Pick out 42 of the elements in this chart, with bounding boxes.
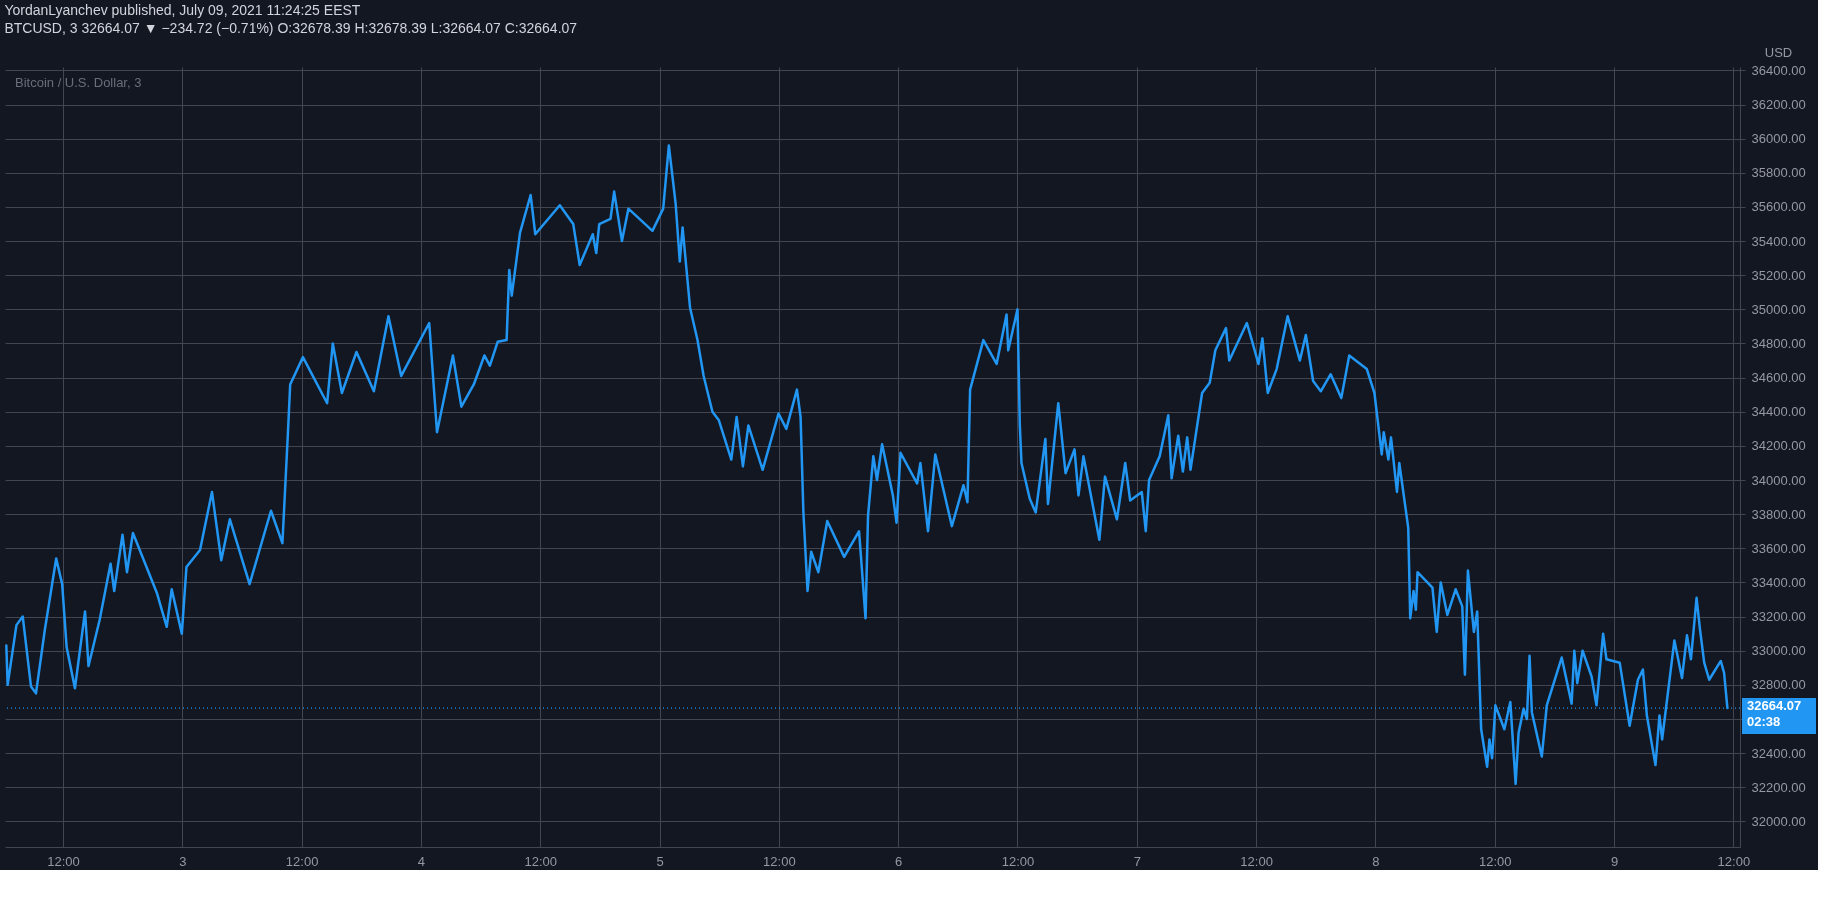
x-tick-label: 12:00 <box>1240 853 1273 869</box>
x-tick-label: 12:00 <box>524 853 558 869</box>
y-tick-label: 32200.00 <box>1751 779 1806 795</box>
x-tick-label: 12:00 <box>1717 853 1751 869</box>
y-tick-label: 34000.00 <box>1751 472 1806 488</box>
x-tick-label: 3 <box>179 853 187 869</box>
y-tick-label: 32000.00 <box>1751 813 1806 829</box>
x-tick-label: 12:00 <box>285 853 319 869</box>
y-tick-label: 35800.00 <box>1751 165 1806 181</box>
y-tick-label: 36000.00 <box>1751 131 1806 147</box>
x-tick-label: 12:00 <box>47 853 80 869</box>
x-tick-label: 12:00 <box>1478 853 1512 869</box>
y-tick-label: 32400.00 <box>1751 745 1806 761</box>
x-tick-label: 8 <box>1372 853 1380 869</box>
annotation: Bitcoin / U.S. Dollar, 3 <box>15 75 142 90</box>
y-tick-label: 36400.00 <box>1751 62 1806 78</box>
y-tick-label: 34600.00 <box>1751 370 1806 386</box>
y-tick-label: 32800.00 <box>1751 677 1806 693</box>
y-tick-label: 35200.00 <box>1751 267 1806 283</box>
y-tick-label: 33800.00 <box>1751 506 1806 522</box>
y-axis-title: USD <box>1764 44 1793 60</box>
y-tick-label: 35400.00 <box>1751 233 1806 249</box>
x-tick-label: 12:00 <box>1001 853 1035 869</box>
x-tick-label: 5 <box>656 853 664 869</box>
y-tick-label: 34800.00 <box>1751 336 1806 351</box>
y-tick-label: 35000.00 <box>1751 301 1806 317</box>
y-tick-label: 33200.00 <box>1751 609 1806 625</box>
x-tick-label: 4 <box>417 853 426 869</box>
x-tick-label: 12:00 <box>763 853 796 869</box>
x-tick-label: 7 <box>1133 853 1141 869</box>
chart-title: YordanLyanchev published, July 09, 2021 11:24:25 EEST <box>4 2 361 18</box>
y-tick-label: 33600.00 <box>1751 540 1806 556</box>
y-tick-label: 36200.00 <box>1751 97 1806 113</box>
x-tick-label: 6 <box>895 853 903 869</box>
y-tick-label: 34200.00 <box>1751 438 1806 454</box>
y-tick-label: 33000.00 <box>1751 643 1806 659</box>
chart-subtitle: BTCUSD, 3 32664.07 ▼ −234.72 (−0.71%) O:32678.39 H:32678.39 L:32664.07 C:32664.07 <box>4 20 578 36</box>
x-tick-label: 9 <box>1610 853 1619 869</box>
y-tick-label: 33400.00 <box>1751 574 1806 590</box>
y-tick-label: 35600.00 <box>1751 199 1806 215</box>
y-tick-label: 34400.00 <box>1751 404 1806 420</box>
ref-line-label: 32664.07 02:38 <box>1747 698 1802 730</box>
